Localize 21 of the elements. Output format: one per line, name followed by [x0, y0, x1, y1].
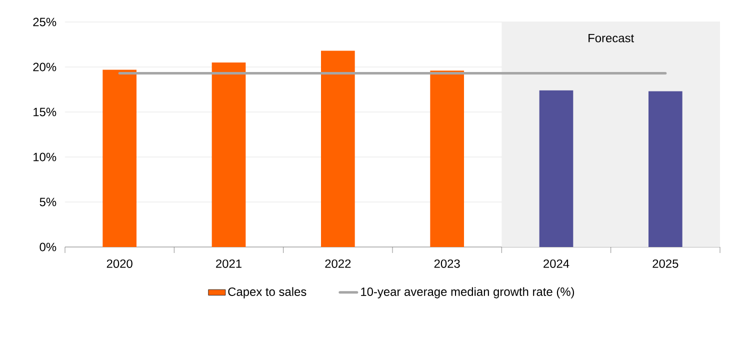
y-tick-label: 15% — [34, 108, 56, 116]
y-tick-label: 25% — [33, 18, 56, 26]
x-tick-label: 2023 — [434, 259, 460, 268]
y-tick-label: 5% — [40, 198, 56, 206]
bar — [102, 70, 137, 247]
bar — [648, 91, 682, 247]
x-tick-label: 2024 — [544, 259, 570, 268]
bar — [212, 62, 246, 247]
y-tick-label: 0% — [40, 242, 56, 252]
x-tick-label: 2021 — [216, 259, 242, 268]
legend-label: Capex to sales — [228, 287, 306, 298]
y-tick-label: 20% — [33, 62, 56, 72]
x-tick-label: 2025 — [652, 259, 678, 268]
band-label: Forecast — [588, 34, 634, 42]
bar — [430, 70, 464, 247]
legend-label: 10-year average median growth rate (%) — [361, 287, 574, 298]
bar — [539, 90, 574, 247]
x-tick-label: 2020 — [106, 259, 132, 268]
y-tick-label: 10% — [34, 152, 56, 162]
bar — [320, 50, 355, 247]
x-tick-label: 2022 — [325, 259, 351, 268]
